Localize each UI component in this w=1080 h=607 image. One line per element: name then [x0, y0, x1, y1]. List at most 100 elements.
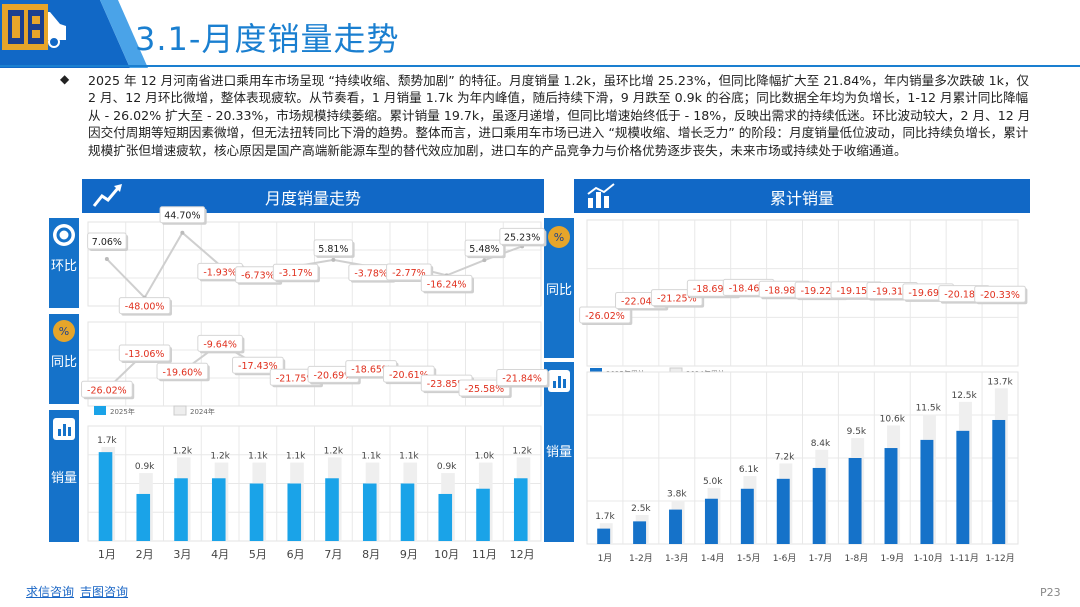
- cum-yoy-chart-data-label: -18.46%: [729, 283, 769, 294]
- monthly-sales-chart-data-label: 1.1k: [399, 452, 419, 462]
- monthly-sales-chart-x-tick: 10月: [434, 548, 459, 561]
- monthly-sales-legend-2025: 2025年: [110, 407, 135, 416]
- monthly-sales-legend-2024: 2024年: [190, 407, 215, 416]
- mom-chart-data-label-box: [420, 274, 473, 292]
- monthly-sales-chart-data-label: 1.1k: [361, 452, 381, 462]
- monthly-sales-chart-x-tick: 2月: [136, 548, 154, 561]
- yoy-chart-data-label: -20.69%: [314, 370, 354, 381]
- cumulative-sales-chart-bar-2025: [669, 509, 682, 544]
- cumulative-sales-chart-data-label: 6.1k: [739, 465, 759, 475]
- summary-paragraph: 2025 年 12 月河南省进口乘用车市场呈现 “持续收缩、颓势加剧” 的特征。…: [88, 73, 1031, 158]
- footer-link-jitu[interactable]: 吉图咨询: [80, 585, 129, 599]
- mom-chart-data-label: -1.93%: [203, 267, 237, 278]
- cum-yoy-chart-data-label: -18.69%: [693, 284, 733, 295]
- cum-yoy-chart-data-label: -20.18%: [944, 290, 984, 301]
- mom-chart-point: [482, 258, 487, 263]
- monthly-sales-chart-bar-2025: [174, 478, 188, 541]
- monthly-sales-chart-bar-2025: [287, 483, 302, 541]
- cumulative-sales-chart-x-tick: 1-3月: [665, 553, 689, 564]
- yoy-chart-data-label: -19.60%: [163, 367, 203, 378]
- cumulative-sales-chart-data-label: 5.0k: [703, 477, 723, 487]
- cumulative-sales-chart-data-label: 7.2k: [775, 452, 795, 462]
- monthly-sales-chart-x-tick: 5月: [249, 548, 267, 561]
- side-tab-right-sales-label: 销量: [545, 445, 572, 460]
- monthly-sales-chart-bar-2025: [438, 493, 453, 541]
- mom-chart-data-label: 25.23%: [504, 232, 540, 243]
- yoy-chart-data-label: -17.43%: [238, 361, 278, 372]
- monthly-sales-chart-data-label: 1.2k: [324, 446, 344, 456]
- monthly-sales-chart-x-tick: 3月: [173, 548, 191, 561]
- bar-chart-icon: [587, 183, 615, 208]
- brand-logo: [2, 4, 48, 50]
- monthly-sales-chart-bar-2025: [325, 478, 339, 541]
- mom-chart-point: [331, 257, 336, 262]
- side-tab-right-sales: 销量: [544, 362, 574, 542]
- mom-chart-data-label-box: [464, 239, 505, 257]
- mom-chart-data-label: 5.48%: [469, 244, 499, 255]
- monthly-sales-chart-x-tick: 1月: [98, 548, 116, 561]
- cumulative-sales-chart-x-tick: 1-8月: [845, 553, 869, 564]
- yoy-chart-data-label: -21.84%: [502, 374, 542, 385]
- mom-chart-data-label: -6.73%: [241, 271, 275, 282]
- mom-chart-data-label-box: [118, 297, 171, 315]
- cumulative-sales-chart-bar-2025: [920, 439, 934, 544]
- mom-chart-data-label: -3.17%: [279, 268, 313, 279]
- cum-yoy-chart-data-label: -18.98%: [765, 285, 805, 296]
- monthly-sales-chart-bar-2025: [98, 452, 113, 541]
- yoy-chart-data-label: -23.85%: [427, 379, 467, 390]
- mom-chart-data-label-box: [499, 227, 545, 245]
- mom-chart-series-line: [106, 231, 523, 300]
- cumulative-sales-chart-x-tick: 1-11月: [949, 553, 978, 564]
- mom-chart-data-label-box: [272, 263, 319, 281]
- cumulative-sales-chart-bar-2025: [812, 467, 826, 544]
- mom-chart-data-label: -16.24%: [427, 279, 467, 290]
- bar-icon: [548, 370, 570, 392]
- left-panel-title: 月度销量走势: [264, 189, 361, 208]
- monthly-sales-chart-data-label: 1.2k: [210, 452, 230, 462]
- monthly-sales-chart-x-tick: 6月: [287, 548, 305, 561]
- monthly-sales-chart-bar-2025: [513, 478, 528, 541]
- footer-link-qiuxin[interactable]: 求信咨询: [26, 585, 75, 599]
- cumulative-sales-chart-x-tick: 1-6月: [773, 553, 797, 564]
- mom-chart-point: [104, 257, 109, 262]
- mom-chart-data-label: -2.77%: [392, 268, 426, 279]
- monthly-sales-chart-data-label: 1.2k: [512, 446, 532, 456]
- cumulative-sales-chart-data-label: 12.5k: [951, 391, 977, 401]
- cumulative-sales-chart-bar-2025: [740, 488, 754, 544]
- monthly-sales-chart-bar-2025: [249, 483, 264, 541]
- cumulative-sales-chart-data-label: 2.5k: [631, 504, 651, 514]
- monthly-sales-chart-data-label: 1.2k: [173, 446, 193, 456]
- yoy-chart-data-label-box: [118, 344, 171, 362]
- cumulative-sales-chart-x-tick: 1-10月: [913, 553, 942, 564]
- monthly-sales-chart-x-tick: 8月: [362, 548, 380, 561]
- monthly-sales-chart-x-tick: 12月: [510, 548, 535, 561]
- bar-icon: [53, 418, 75, 440]
- cum-yoy-chart-data-label: -19.69%: [908, 288, 948, 299]
- mom-chart-point: [180, 230, 185, 235]
- monthly-sales-chart-data-label: 1.0k: [475, 452, 495, 462]
- bullet-diamond-icon: ◆: [60, 72, 70, 86]
- yoy-chart-data-label: -13.06%: [125, 349, 165, 360]
- trend-line-icon: [92, 184, 122, 207]
- cum-yoy-chart-data-label: -26.02%: [585, 311, 625, 322]
- cumulative-sales-chart-x-tick: 1-12月: [985, 553, 1014, 564]
- cumulative-sales-chart-data-label: 11.5k: [916, 404, 942, 414]
- monthly-sales-chart-bar-2025: [362, 483, 377, 541]
- cumulative-sales-chart-bar-2025: [633, 521, 647, 544]
- monthly-sales-chart-data-label: 0.9k: [135, 462, 155, 472]
- yoy-chart-data-label: -26.02%: [87, 385, 127, 396]
- monthly-sales-chart-x-tick: 11月: [472, 548, 497, 561]
- cumulative-sales-chart-data-label: 10.6k: [880, 414, 906, 424]
- yoy-chart-data-label-box: [81, 380, 133, 398]
- svg-text:%: %: [554, 231, 564, 244]
- percent-icon: %: [53, 320, 75, 342]
- monthly-sales-chart-x-tick: 7月: [324, 548, 342, 561]
- cum-yoy-chart-data-label: -19.15%: [837, 286, 877, 297]
- cumulative-sales-chart-data-label: 13.7k: [987, 377, 1013, 387]
- cumulative-sales-chart-bar-2025: [776, 478, 790, 544]
- header-band: 3.1-月度销量走势: [0, 0, 1080, 68]
- monthly-sales-chart-bar-2025: [211, 478, 226, 541]
- side-tab-yoy: % 同比: [49, 314, 79, 404]
- yoy-chart-data-label: -18.65%: [351, 365, 391, 376]
- right-panel-title: 累计销量: [769, 189, 834, 208]
